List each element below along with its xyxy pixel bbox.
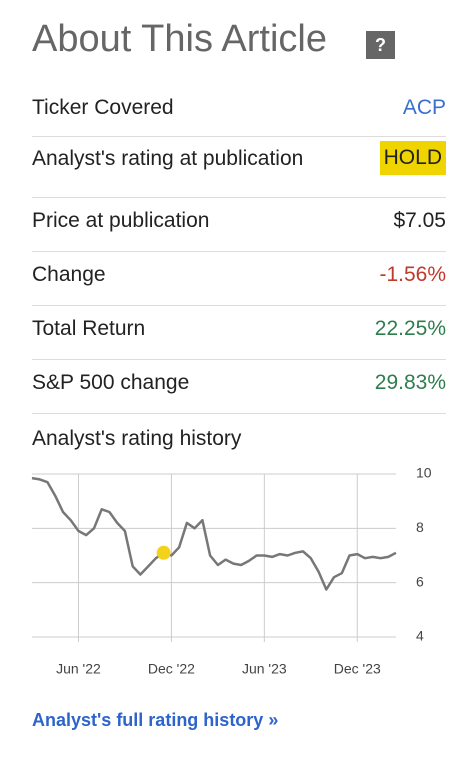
chart: 4 6 8 10 Jun '22 Dec '22 Jun '23 Dec '23 xyxy=(31,465,432,677)
info-row: Ticker Covered ACP xyxy=(32,96,446,137)
row-value: -1.56% xyxy=(379,263,446,286)
row-label: Change xyxy=(32,263,106,286)
row-label: S&P 500 change xyxy=(32,371,190,394)
chart-title: Analyst's rating history xyxy=(32,427,242,450)
info-row: S&P 500 change 29.83% xyxy=(32,371,446,414)
y-tick-label: 4 xyxy=(416,628,424,644)
y-tick-label: 6 xyxy=(416,573,424,589)
x-tick-label: Jun '22 xyxy=(56,661,101,677)
row-value[interactable]: ACP xyxy=(402,96,446,119)
row-value: $7.05 xyxy=(393,209,446,232)
info-row: Total Return 22.25% xyxy=(32,317,446,360)
info-row: Price at publication $7.05 xyxy=(32,209,446,252)
info-row: Analyst's rating at publication HOLD xyxy=(32,141,446,198)
row-value: 22.25% xyxy=(374,317,446,340)
x-tick-label: Dec '23 xyxy=(334,661,381,677)
y-tick-label: 8 xyxy=(416,519,424,535)
publication-marker xyxy=(156,545,171,560)
x-tick-label: Dec '22 xyxy=(148,661,195,677)
row-label: Total Return xyxy=(32,317,146,340)
title: About This Article xyxy=(32,18,328,60)
row-label: Analyst's rating at publication xyxy=(32,147,304,170)
help-icon[interactable]: ? xyxy=(366,31,395,59)
rating-line xyxy=(31,476,397,591)
y-tick-label: 10 xyxy=(416,465,432,481)
info-row: Change -1.56% xyxy=(32,263,446,306)
row-label: Ticker Covered xyxy=(32,96,174,119)
row-label: Price at publication xyxy=(32,209,210,232)
row-value: HOLD xyxy=(379,141,446,175)
rating-history-link[interactable]: Analyst's full rating history » xyxy=(32,710,279,730)
row-value: 29.83% xyxy=(374,371,446,394)
x-tick-label: Jun '23 xyxy=(242,661,287,677)
